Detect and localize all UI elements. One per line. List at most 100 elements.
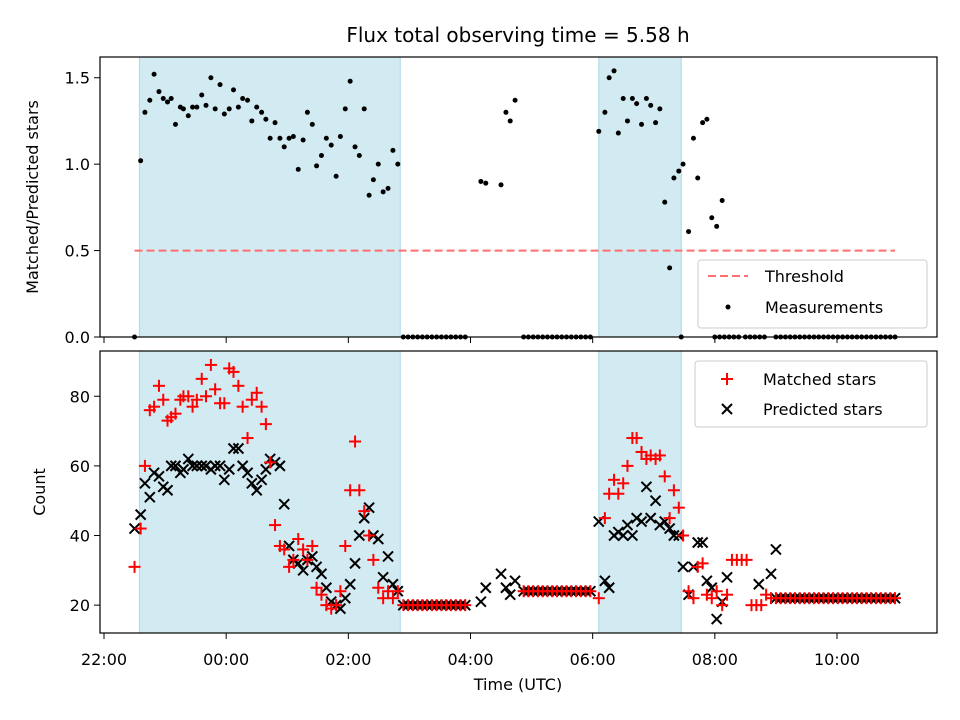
measurement-point [147, 97, 153, 103]
matched-star-point [128, 560, 141, 573]
matched-star-point [663, 512, 676, 525]
measurement-point [606, 75, 612, 81]
measurement-point [226, 106, 232, 112]
measurement-point [719, 197, 725, 203]
matched-star-point [459, 599, 472, 612]
matched-star-point [138, 459, 151, 472]
ratio-legend-box [697, 259, 928, 329]
measurement-point [304, 109, 310, 115]
measurement-point [380, 189, 386, 195]
legend-measurements-swatch [725, 304, 731, 310]
predicted-star-point [320, 582, 333, 594]
matched-star-point [740, 553, 753, 566]
predicted-star-point [599, 575, 611, 587]
count-legend-box [694, 360, 928, 428]
x-tick-label: 02:00 [325, 650, 371, 669]
predicted-star-point [663, 522, 676, 535]
predicted-star-point [297, 564, 309, 577]
matched-star-point [190, 393, 203, 406]
measurement-point [277, 135, 283, 141]
measurement-point [172, 121, 178, 127]
predicted-star-point [278, 498, 290, 510]
measurement-point [203, 102, 209, 108]
measurement-point [507, 118, 513, 124]
measurement-point [254, 104, 260, 110]
measurement-point [337, 134, 343, 140]
measurement-point [667, 265, 673, 271]
matched-star-point [672, 501, 685, 514]
matched-star-point [677, 529, 690, 542]
matched-star-point [250, 386, 263, 399]
predicted-star-point [218, 474, 231, 486]
legend-threshold-label: Threshold [764, 267, 844, 286]
matched-star-point [721, 588, 734, 601]
x-tick-label: 04:00 [447, 650, 493, 669]
measurement-point [709, 215, 715, 221]
predicted-star-point [139, 477, 151, 490]
x-tick-label: 08:00 [692, 650, 738, 669]
y-tick-label: 0.0 [65, 328, 90, 347]
predicted-star-point [255, 474, 268, 486]
measurement-point [156, 89, 162, 95]
matched-star-point [755, 599, 768, 612]
measurement-point [366, 192, 372, 198]
ratio-legend: Threshold Measurements [697, 259, 928, 329]
y-tick-label: 60 [70, 457, 90, 476]
matched-star-point [334, 585, 347, 598]
measurement-point [714, 223, 720, 229]
measurement-point [498, 182, 504, 188]
matched-star-point [264, 456, 277, 469]
matched-star-point [667, 484, 680, 497]
predicted-star-point [626, 529, 639, 542]
matched-star-point [209, 383, 222, 396]
predicted-star-point [677, 561, 689, 573]
measurement-point [217, 82, 223, 88]
predicted-star-point [770, 543, 782, 556]
observing-window-1-0 [138, 350, 401, 634]
matched-star-point [186, 400, 199, 413]
matched-star-point [612, 487, 625, 500]
matched-star-point [584, 585, 597, 598]
count-y-axis-label: Count [30, 468, 49, 516]
measurement-point [657, 106, 663, 112]
x-tick-label: 06:00 [570, 650, 616, 669]
predicted-star-point [310, 561, 323, 573]
predicted-star-point [153, 470, 165, 483]
measurement-point [142, 109, 148, 115]
predicted-star-point [209, 460, 221, 472]
matched-star-point [696, 557, 709, 570]
measurement-point [370, 177, 376, 183]
measurement-point [356, 153, 362, 159]
ratio-y-axis-label: Matched/Predicted stars [23, 100, 42, 294]
predicted-star-point [134, 508, 147, 521]
y-tick-label: 20 [70, 596, 90, 615]
matched-star-point [372, 581, 385, 594]
predicted-star-point [165, 460, 177, 472]
matched-star-point [710, 585, 723, 598]
ratio-panel-frame [99, 56, 938, 338]
predicted-star-point [274, 460, 286, 472]
predicted-star-point [387, 578, 399, 590]
predicted-star-point [169, 460, 182, 472]
x-tick-label: 10:00 [814, 650, 860, 669]
count-panel-frame [99, 350, 938, 634]
measurement-point [352, 144, 358, 150]
count-legend: Matched stars Predicted stars [694, 360, 928, 428]
measurement-point [648, 102, 654, 108]
matched-star-point [367, 553, 380, 566]
measurement-point [690, 135, 696, 141]
predicted-star-point [475, 595, 487, 608]
predicted-star-point [377, 571, 389, 584]
matched-star-point [236, 400, 249, 413]
observing-window-1-1 [598, 350, 682, 634]
predicted-star-point [640, 481, 653, 493]
measurement-point [483, 180, 489, 186]
predicted-star-point [649, 494, 662, 507]
matched-star-point [363, 529, 376, 542]
measurement-point [653, 120, 659, 126]
predicted-star-point [246, 477, 258, 490]
predicted-star-point [504, 588, 516, 601]
measurement-point [318, 153, 324, 159]
measurement-point [259, 109, 265, 115]
measurement-point [700, 120, 706, 126]
